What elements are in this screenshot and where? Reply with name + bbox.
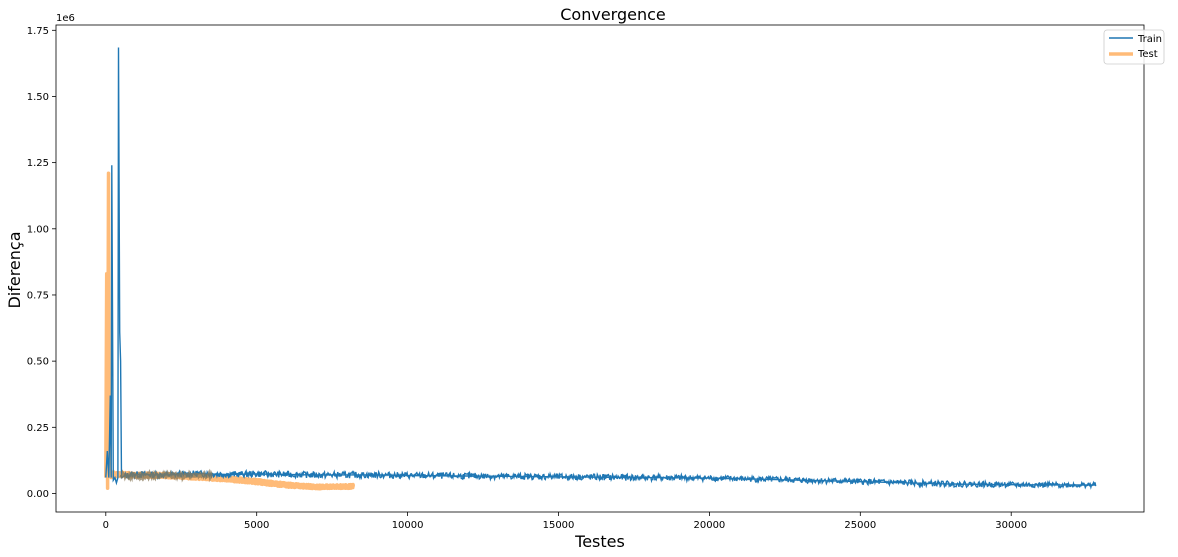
y-tick-label: 0.25 [27, 423, 49, 434]
legend-test-label: Test [1137, 49, 1158, 60]
legend: Train Test [1103, 29, 1165, 65]
y-offset-text: 1e6 [56, 13, 75, 24]
x-axis: 0 5000 10000 15000 20000 25000 30000 [103, 512, 1027, 531]
y-tick-label: 0.00 [27, 489, 49, 500]
x-tick-label: 20000 [693, 520, 725, 531]
x-tick-label: 30000 [995, 520, 1027, 531]
y-tick-label: 0.75 [27, 290, 49, 301]
legend-train-label: Train [1137, 34, 1162, 45]
y-axis-label: Diferença [5, 231, 24, 308]
y-tick-label: 1.75 [27, 26, 49, 37]
x-tick-label: 10000 [392, 520, 424, 531]
x-tick-label: 15000 [543, 520, 575, 531]
y-axis: 0.00 0.25 0.50 0.75 1.00 1.25 1.50 1.75 [27, 26, 56, 500]
y-tick-label: 1.50 [27, 92, 49, 103]
series-layer [104, 47, 1097, 491]
plot-frame [55, 24, 1145, 513]
x-tick-label: 25000 [844, 520, 876, 531]
chart-title: Convergence [560, 5, 666, 24]
y-tick-label: 0.50 [27, 357, 49, 368]
series-line-test [104, 171, 356, 491]
x-tick-label: 0 [103, 520, 109, 531]
series-overlap-band [119, 468, 213, 483]
x-tick-label: 5000 [244, 520, 269, 531]
y-tick-label: 1.00 [27, 224, 49, 235]
y-tick-label: 1.25 [27, 158, 49, 169]
plot-area [104, 47, 1097, 491]
x-axis-label: Testes [574, 532, 625, 551]
series-line-train [105, 47, 1097, 490]
